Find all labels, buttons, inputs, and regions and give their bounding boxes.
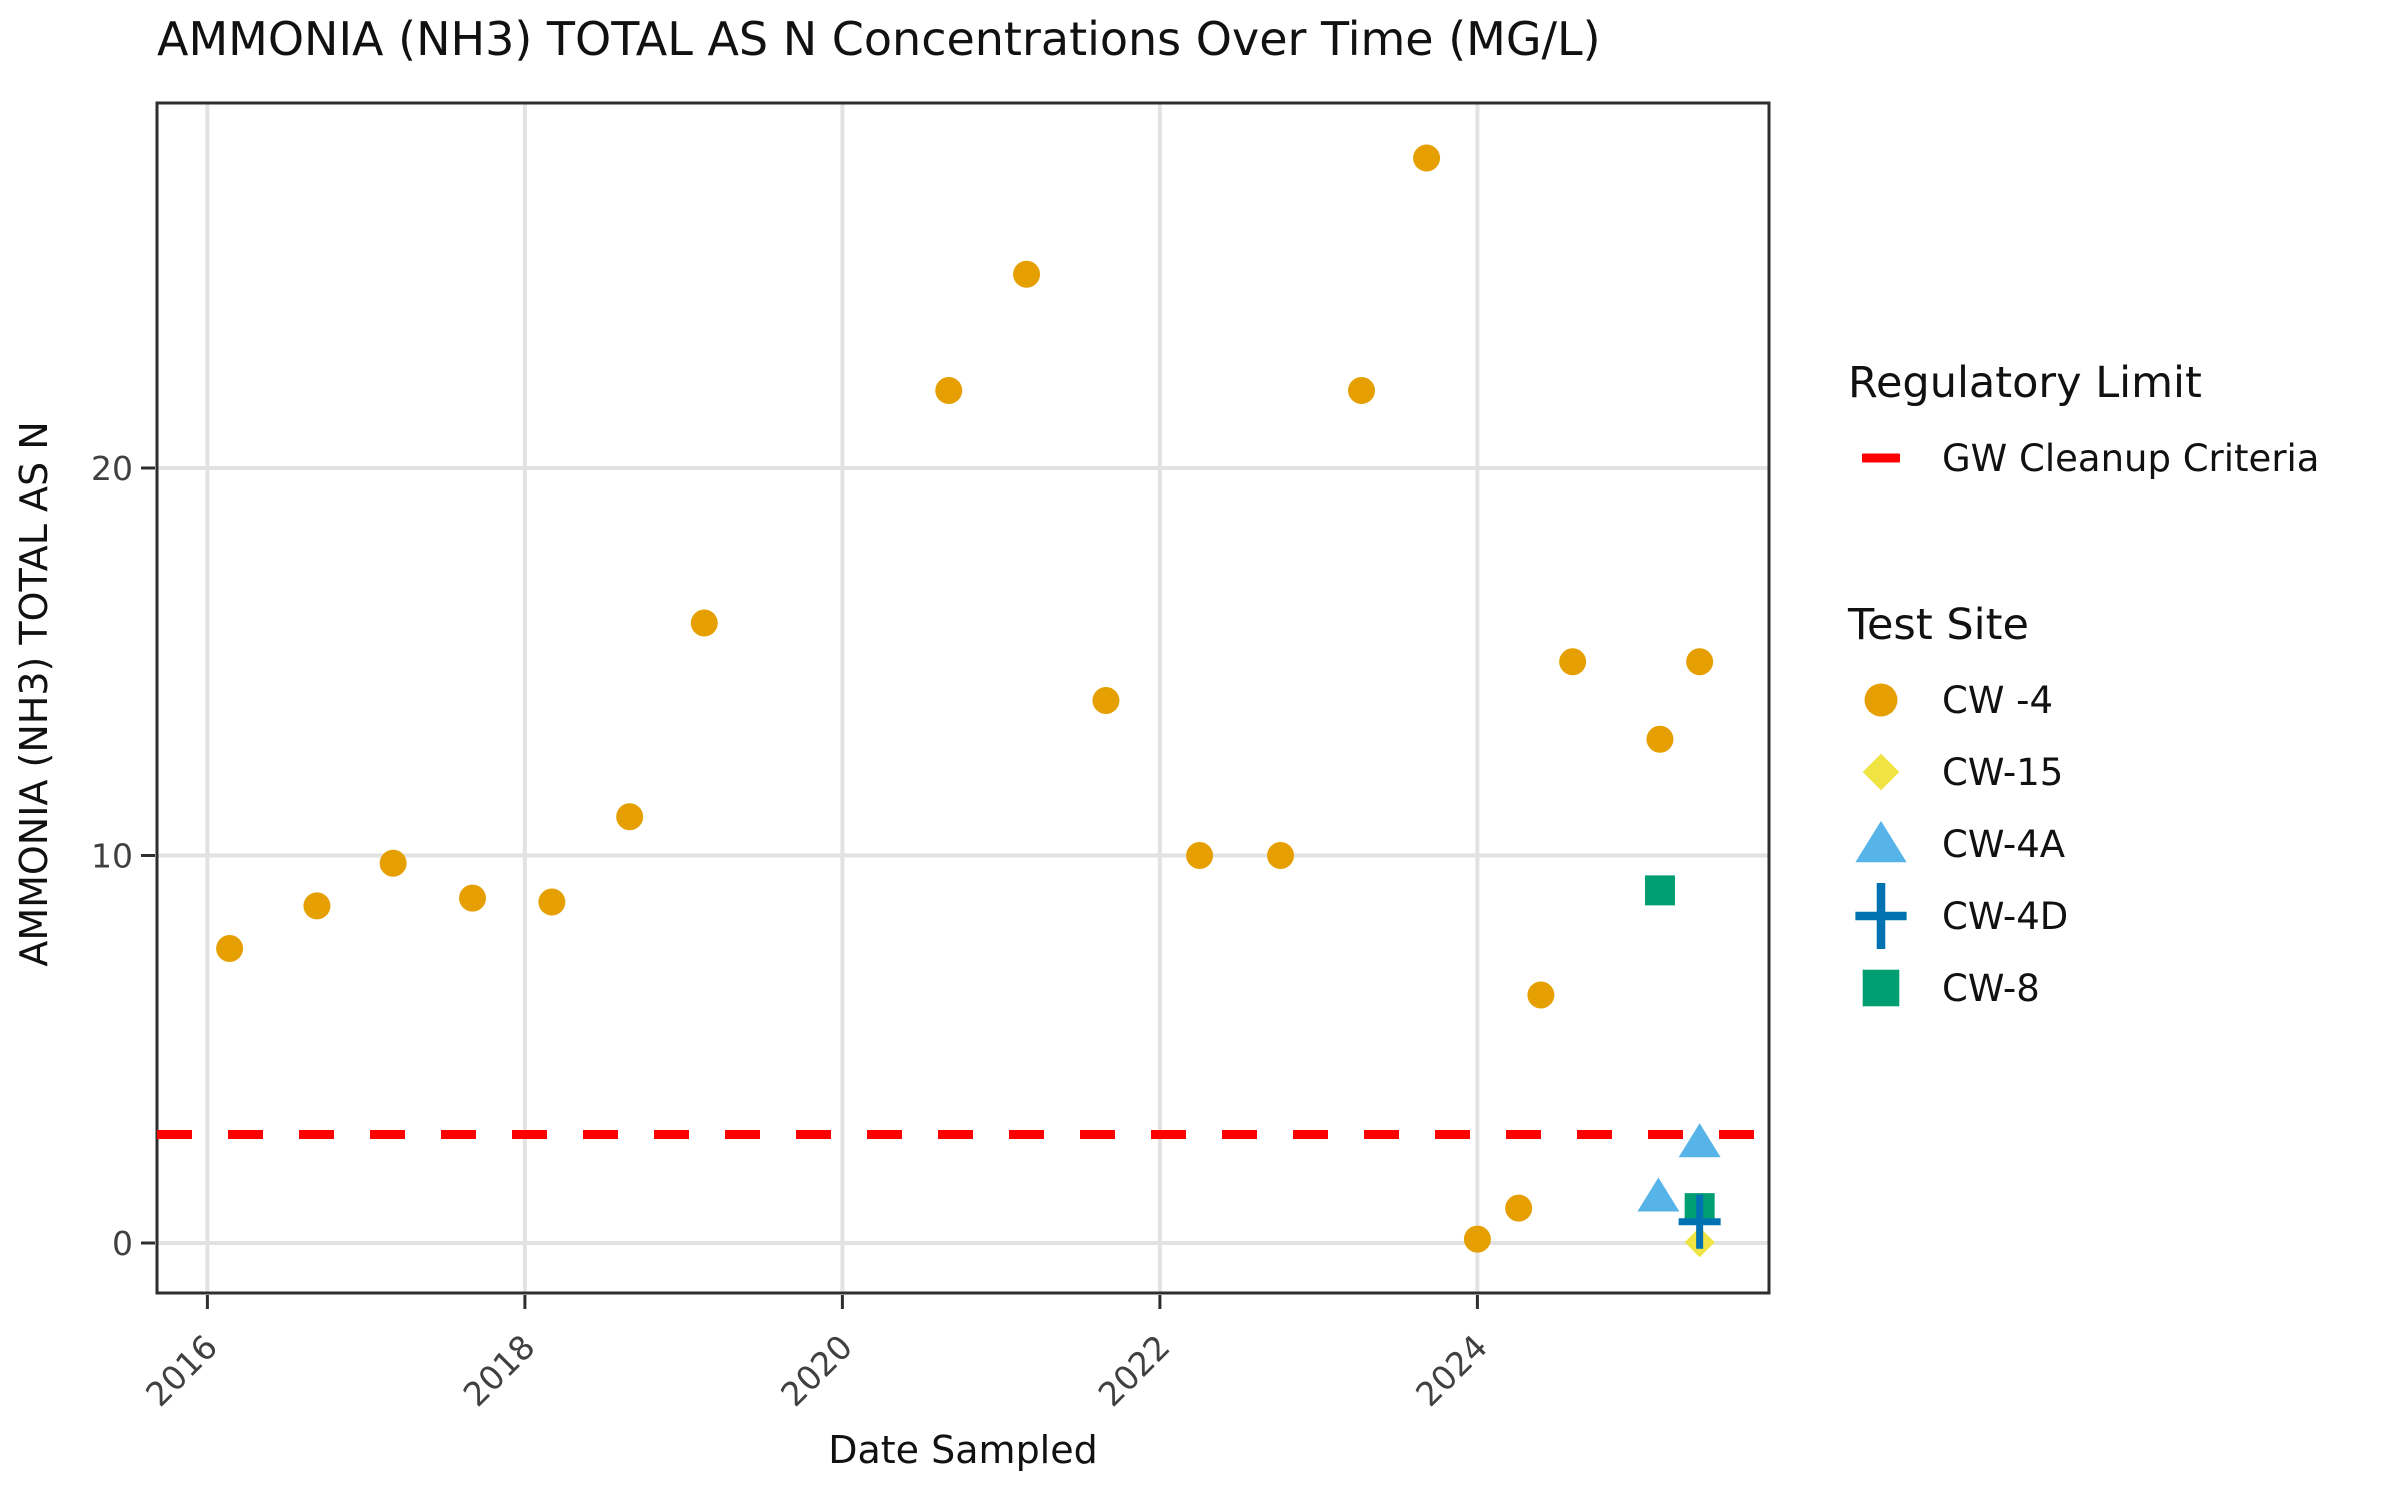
legend-item-cw-15: CW-15 [1848,736,2068,808]
data-point-plus [1678,1194,1721,1249]
plus-marker-icon [1855,883,1907,949]
panel-border [155,101,1771,1295]
legend-item-label: CW-4D [1942,894,2069,938]
legend-item-label: CW-8 [1942,966,2040,1010]
data-point-circle [935,377,963,404]
data-point-circle [616,803,644,831]
triangle-marker-icon [1855,820,1907,863]
x-tick-label: 2018 [456,1327,543,1414]
legend-item-label: CW -4 [1942,678,2054,722]
x-axis-label: Date Sampled [828,1428,1098,1472]
y-axis-label: AMMONIA (NH3) TOTAL AS N [12,421,56,967]
legend-item-gw-cleanup-criteria: GW Cleanup Criteria [1848,422,2319,494]
legend-item-cw-4d: CW-4D [1848,880,2068,952]
y-tick-label: 0 [112,1224,133,1263]
legend-item-cw-8: CW-8 [1848,952,2068,1024]
data-point-circle [1348,377,1376,404]
data-point-circle [1186,842,1214,869]
data-point-circle [1505,1194,1533,1222]
x-tick-label: 2024 [1408,1327,1495,1414]
data-point-diamond [1862,753,1900,791]
gw-cleanup-dash-icon [1862,453,1900,463]
data-point-square [1862,969,1900,1007]
legend-test-site: Test Site CW -4 CW-15 CW-4A CW-4D CW-8 [1848,600,2068,1024]
data-point-triangle [1855,820,1907,863]
data-point-circle [1686,648,1714,676]
legend-item-cw-4a: CW-4A [1848,808,2068,880]
data-point-circle [690,609,718,637]
data-point-circle [216,935,244,962]
legend-dash [1862,453,1900,463]
square-marker-icon [1862,969,1900,1007]
data-point-circle [379,849,407,877]
x-tick-label: 2022 [1091,1327,1178,1414]
legend-item-label: CW-15 [1942,750,2064,794]
data-point-circle [1559,648,1587,676]
data-point-square [1644,875,1675,906]
data-point-circle [459,884,487,912]
data-point-circle [1864,683,1898,717]
data-point-triangle [1678,1123,1721,1158]
y-tick-label: 20 [91,449,133,488]
data-point-triangle [1637,1177,1680,1212]
chart-title: AMMONIA (NH3) TOTAL AS N Concentrations … [157,12,1601,66]
legend-site-title: Test Site [1848,600,2029,650]
data-point-circle [303,892,331,920]
data-point-circle [1092,687,1120,714]
data-point-circle [1413,144,1441,172]
data-point-circle [1527,981,1555,1009]
data-point-circle [1646,725,1674,753]
legend-regulatory-items: GW Cleanup Criteria [1848,422,2319,494]
legend-item-label: CW-4A [1942,822,2066,866]
data-point-circle [1463,1225,1491,1253]
x-tick-label: 2016 [138,1327,225,1414]
y-tick-label: 10 [91,837,133,876]
data-point-circle [538,888,566,916]
circle-marker-icon [1864,683,1898,717]
x-tick-label: 2020 [773,1327,860,1414]
data-point-plus [1855,883,1907,949]
legend-site-items: CW -4 CW-15 CW-4A CW-4D CW-8 [1848,664,2068,1024]
legend-regulatory-title: Regulatory Limit [1848,358,2202,408]
legend-item-cw-4: CW -4 [1848,664,2068,736]
diamond-marker-icon [1862,753,1900,791]
legend-item-label: GW Cleanup Criteria [1942,436,2320,480]
legend-regulatory: Regulatory Limit GW Cleanup Criteria [1848,358,2319,494]
data-point-circle [1013,260,1041,288]
data-point-circle [1267,842,1295,869]
